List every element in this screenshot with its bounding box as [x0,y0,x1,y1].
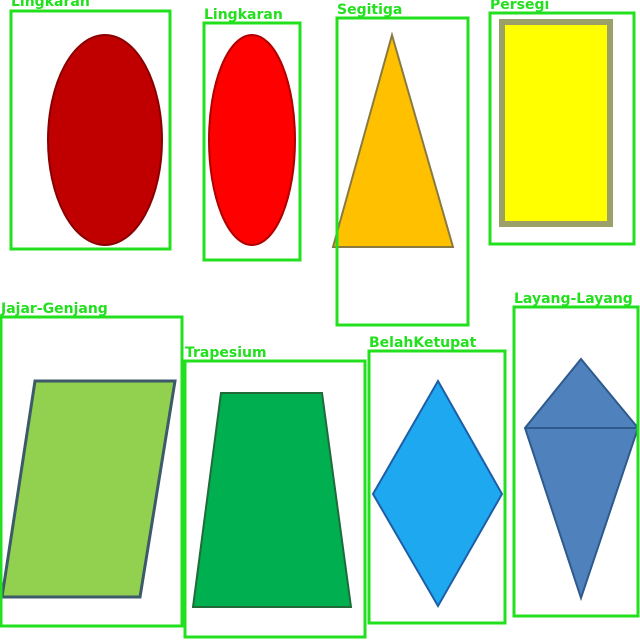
bbox-persegi [488,11,636,246]
kite-shape [523,357,640,602]
bbox-segitiga [335,16,470,327]
dark-red-ellipse [47,34,163,246]
bbox-layang-layang [512,305,640,618]
bbox-belah-ketupat [367,349,507,625]
red-ellipse [208,34,296,246]
detection-label-lingkaran-2: Lingkaran [204,7,283,23]
detection-label-trapesium: Trapesium [185,345,267,361]
bbox-lingkaran-2 [202,21,302,262]
yellow-triangle [331,31,455,248]
detection-label-lingkaran-1: Lingkaran [11,0,90,10]
detection-label-segitiga: Segitiga [337,2,402,18]
bbox-jajar-genjang [0,315,184,628]
green-trapezoid [191,392,353,608]
green-parallelogram [0,379,177,599]
bbox-lingkaran-1 [9,9,172,251]
detection-label-jajar-genjang: Jajar-Genjang [0,301,108,317]
detection-label-layang-layang: Layang-Layang [514,291,633,307]
bbox-trapesium [183,359,367,639]
yellow-rectangle [499,19,613,227]
detection-label-persegi: Persegi [490,0,549,13]
blue-rhombus [371,378,504,609]
detection-label-belah-ketupat: BelahKetupat [369,335,477,351]
